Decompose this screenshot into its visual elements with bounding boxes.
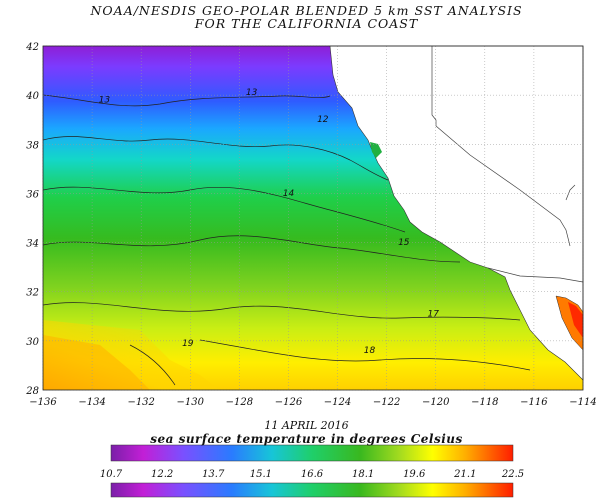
colorbar-tick-label: 22.5 [501,469,524,480]
lon-tick-label: −118 [471,397,498,408]
plot-frame [42,45,584,391]
lat-tick-label: 42 [25,42,39,53]
contour-label: 18 [364,346,376,356]
ocean-sst-field [43,46,583,390]
lat-tick-label: 28 [25,386,39,397]
lat-tick-label: 38 [26,140,39,151]
analysis-date: 11 APRIL 2016 [264,419,349,432]
colorbar-tick-label: 19.6 [403,469,426,480]
colorbar-title: sea surface temperature in degrees Celsi… [150,432,463,446]
lon-tick-label: −122 [373,397,400,408]
lon-tick-label: −128 [226,397,253,408]
map-title-line1: NOAA/NESDIS GEO-POLAR BLENDED 5 km SST A… [90,3,523,18]
lat-tick-label: 40 [25,91,39,102]
colorbar-top [110,444,514,462]
lon-tick-label: −134 [78,397,105,408]
map-title-line2: FOR THE CALIFORNIA COAST [194,16,419,31]
lon-tick-label: −132 [127,397,154,408]
lon-tick-label: −114 [569,397,596,408]
colorbar-tick-label: 12.2 [151,469,173,480]
political-borders [431,46,584,283]
contour-label: 15 [398,238,410,248]
lat-tick-label: 30 [26,337,39,348]
colorbar-tick-label: 13.7 [202,469,225,480]
lon-tick-label: −130 [177,397,205,408]
colorbar-tick-label: 18.1 [352,469,374,480]
contour-label: 13 [246,88,258,98]
colorbar-tick-label: 16.6 [301,469,324,480]
colorbar-tick-label: 10.7 [100,469,123,480]
contour-label: 12 [317,115,329,125]
land-mass [329,45,584,381]
contour-label: 13 [99,96,111,106]
contour-label: 17 [428,309,440,319]
lat-tick-label: 34 [26,239,39,250]
colorbar-tick-label: 21.1 [453,469,476,480]
sst-contours [43,94,531,386]
lon-tick-label: −124 [324,397,351,408]
lat-tick-label: 36 [26,189,39,200]
sf-bay [370,142,382,158]
lon-tick-label: −120 [422,397,450,408]
colorbar-bottom [110,482,514,498]
lon-tick-label: −126 [275,397,303,408]
contour-label: 14 [283,189,295,199]
lat-tick-label: 32 [26,288,39,299]
warm-water-core [43,335,150,390]
lon-tick-label: −116 [520,397,548,408]
lon-tick-label: −136 [29,397,57,408]
contour-label: 19 [182,339,194,349]
colorbar-tick-label: 15.1 [250,469,272,480]
